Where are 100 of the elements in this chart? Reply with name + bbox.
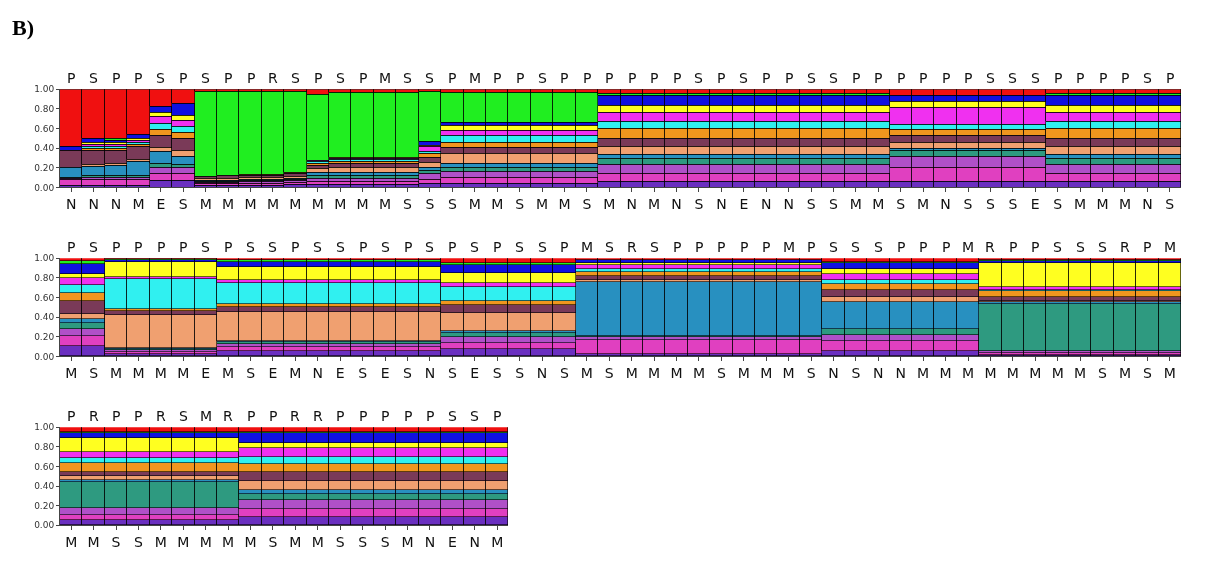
text: S <box>694 70 703 86</box>
text: P <box>807 239 816 255</box>
text: S <box>291 70 300 86</box>
x-tick-label: S <box>1165 196 1175 213</box>
text: P <box>560 70 569 86</box>
text: P <box>874 70 883 86</box>
y-tick-label: 0.40 <box>34 481 55 492</box>
text: P <box>650 70 659 86</box>
text: S <box>807 70 816 86</box>
text: S <box>1143 70 1152 86</box>
x-tick-label: M <box>917 365 930 382</box>
x-tick-label: S <box>1053 196 1063 213</box>
y-tick-label: 0.80 <box>34 273 55 284</box>
text: S <box>425 239 434 255</box>
x-tick-label: M <box>199 534 212 551</box>
text: S <box>268 239 277 255</box>
text: R <box>627 239 637 255</box>
text: R <box>313 408 323 424</box>
x-tick-label: M <box>110 365 123 382</box>
text: P <box>291 239 300 255</box>
text: P <box>359 70 368 86</box>
text: P <box>897 239 906 255</box>
text: S <box>650 239 659 255</box>
x-tick-label: M <box>984 365 997 382</box>
x-tick-label: S <box>829 196 839 213</box>
x-tick-label: M <box>737 365 750 382</box>
x-tick-label: N <box>312 365 324 382</box>
text: P <box>964 70 973 86</box>
x-tick-label: S <box>335 534 345 551</box>
text: S <box>179 408 188 424</box>
text: S <box>829 239 838 255</box>
text: P <box>381 408 390 424</box>
x-tick-label: S <box>716 365 726 382</box>
x-tick-label: S <box>447 196 457 213</box>
x-tick-label: S <box>492 365 502 382</box>
x-tick-label: N <box>424 534 436 551</box>
y-tick-label: 1.00 <box>34 253 55 264</box>
text: P <box>359 239 368 255</box>
x-tick-label: E <box>201 365 211 382</box>
x-tick-label: M <box>65 365 78 382</box>
x-tick-label: M <box>849 196 862 213</box>
x-tick-label: S <box>403 196 413 213</box>
text: P <box>942 70 951 86</box>
text: P <box>762 239 771 255</box>
x-tick-label: S <box>694 196 704 213</box>
x-tick-label: S <box>896 196 906 213</box>
x-tick-label: M <box>1074 365 1087 382</box>
x-tick-label: N <box>88 196 99 213</box>
text: P <box>67 239 76 255</box>
y-tick-label: 0.00 <box>34 351 55 362</box>
x-tick-label: M <box>401 534 414 551</box>
text: P <box>179 70 188 86</box>
text: P <box>583 70 592 86</box>
text: R <box>223 408 233 424</box>
x-tick-label: M <box>625 365 638 382</box>
x-tick-label: M <box>1006 365 1019 382</box>
x-tick-label: M <box>648 196 661 213</box>
text: M <box>379 70 392 86</box>
text: S <box>156 70 165 86</box>
text: P <box>247 408 256 424</box>
x-tick-label: M <box>961 365 975 382</box>
text: P <box>247 70 256 86</box>
x-tick-label: M <box>177 534 190 551</box>
text: P <box>404 408 413 424</box>
text: S <box>515 239 524 255</box>
x-tick-label: M <box>603 196 616 213</box>
x-tick-label: M <box>760 365 773 382</box>
x-tick-label: S <box>358 534 368 551</box>
x-tick-label: M <box>468 196 481 213</box>
x-tick-label: M <box>580 365 593 382</box>
x-tick-label: M <box>154 534 167 551</box>
text: M <box>469 70 482 86</box>
x-tick-label: E <box>447 534 457 551</box>
x-tick-label: N <box>536 365 548 382</box>
text: R <box>1120 239 1130 255</box>
x-tick-label: S <box>246 365 256 382</box>
x-tick-label: S <box>134 534 144 551</box>
text: R <box>985 239 995 255</box>
y-tick-label: 0.20 <box>34 162 55 173</box>
x-tick-label: S <box>582 196 592 213</box>
x-tick-label: S <box>447 365 457 382</box>
x-tick-label: M <box>1051 365 1064 382</box>
text: P <box>112 70 121 86</box>
text: P <box>919 70 928 86</box>
text: P <box>740 239 749 255</box>
text: S <box>1098 239 1107 255</box>
text: P <box>516 70 525 86</box>
text: P <box>942 239 951 255</box>
text: P <box>1121 70 1130 86</box>
text: S <box>336 70 345 86</box>
x-tick-label: S <box>1142 365 1152 382</box>
text: S <box>538 239 547 255</box>
text: P <box>1031 239 1040 255</box>
text: S <box>1053 239 1062 255</box>
text: P <box>179 239 188 255</box>
x-tick-label: M <box>1163 365 1176 382</box>
y-tick-label: 0.80 <box>34 441 55 452</box>
text: M <box>200 408 213 424</box>
text: P <box>762 70 771 86</box>
text: P <box>673 239 682 255</box>
